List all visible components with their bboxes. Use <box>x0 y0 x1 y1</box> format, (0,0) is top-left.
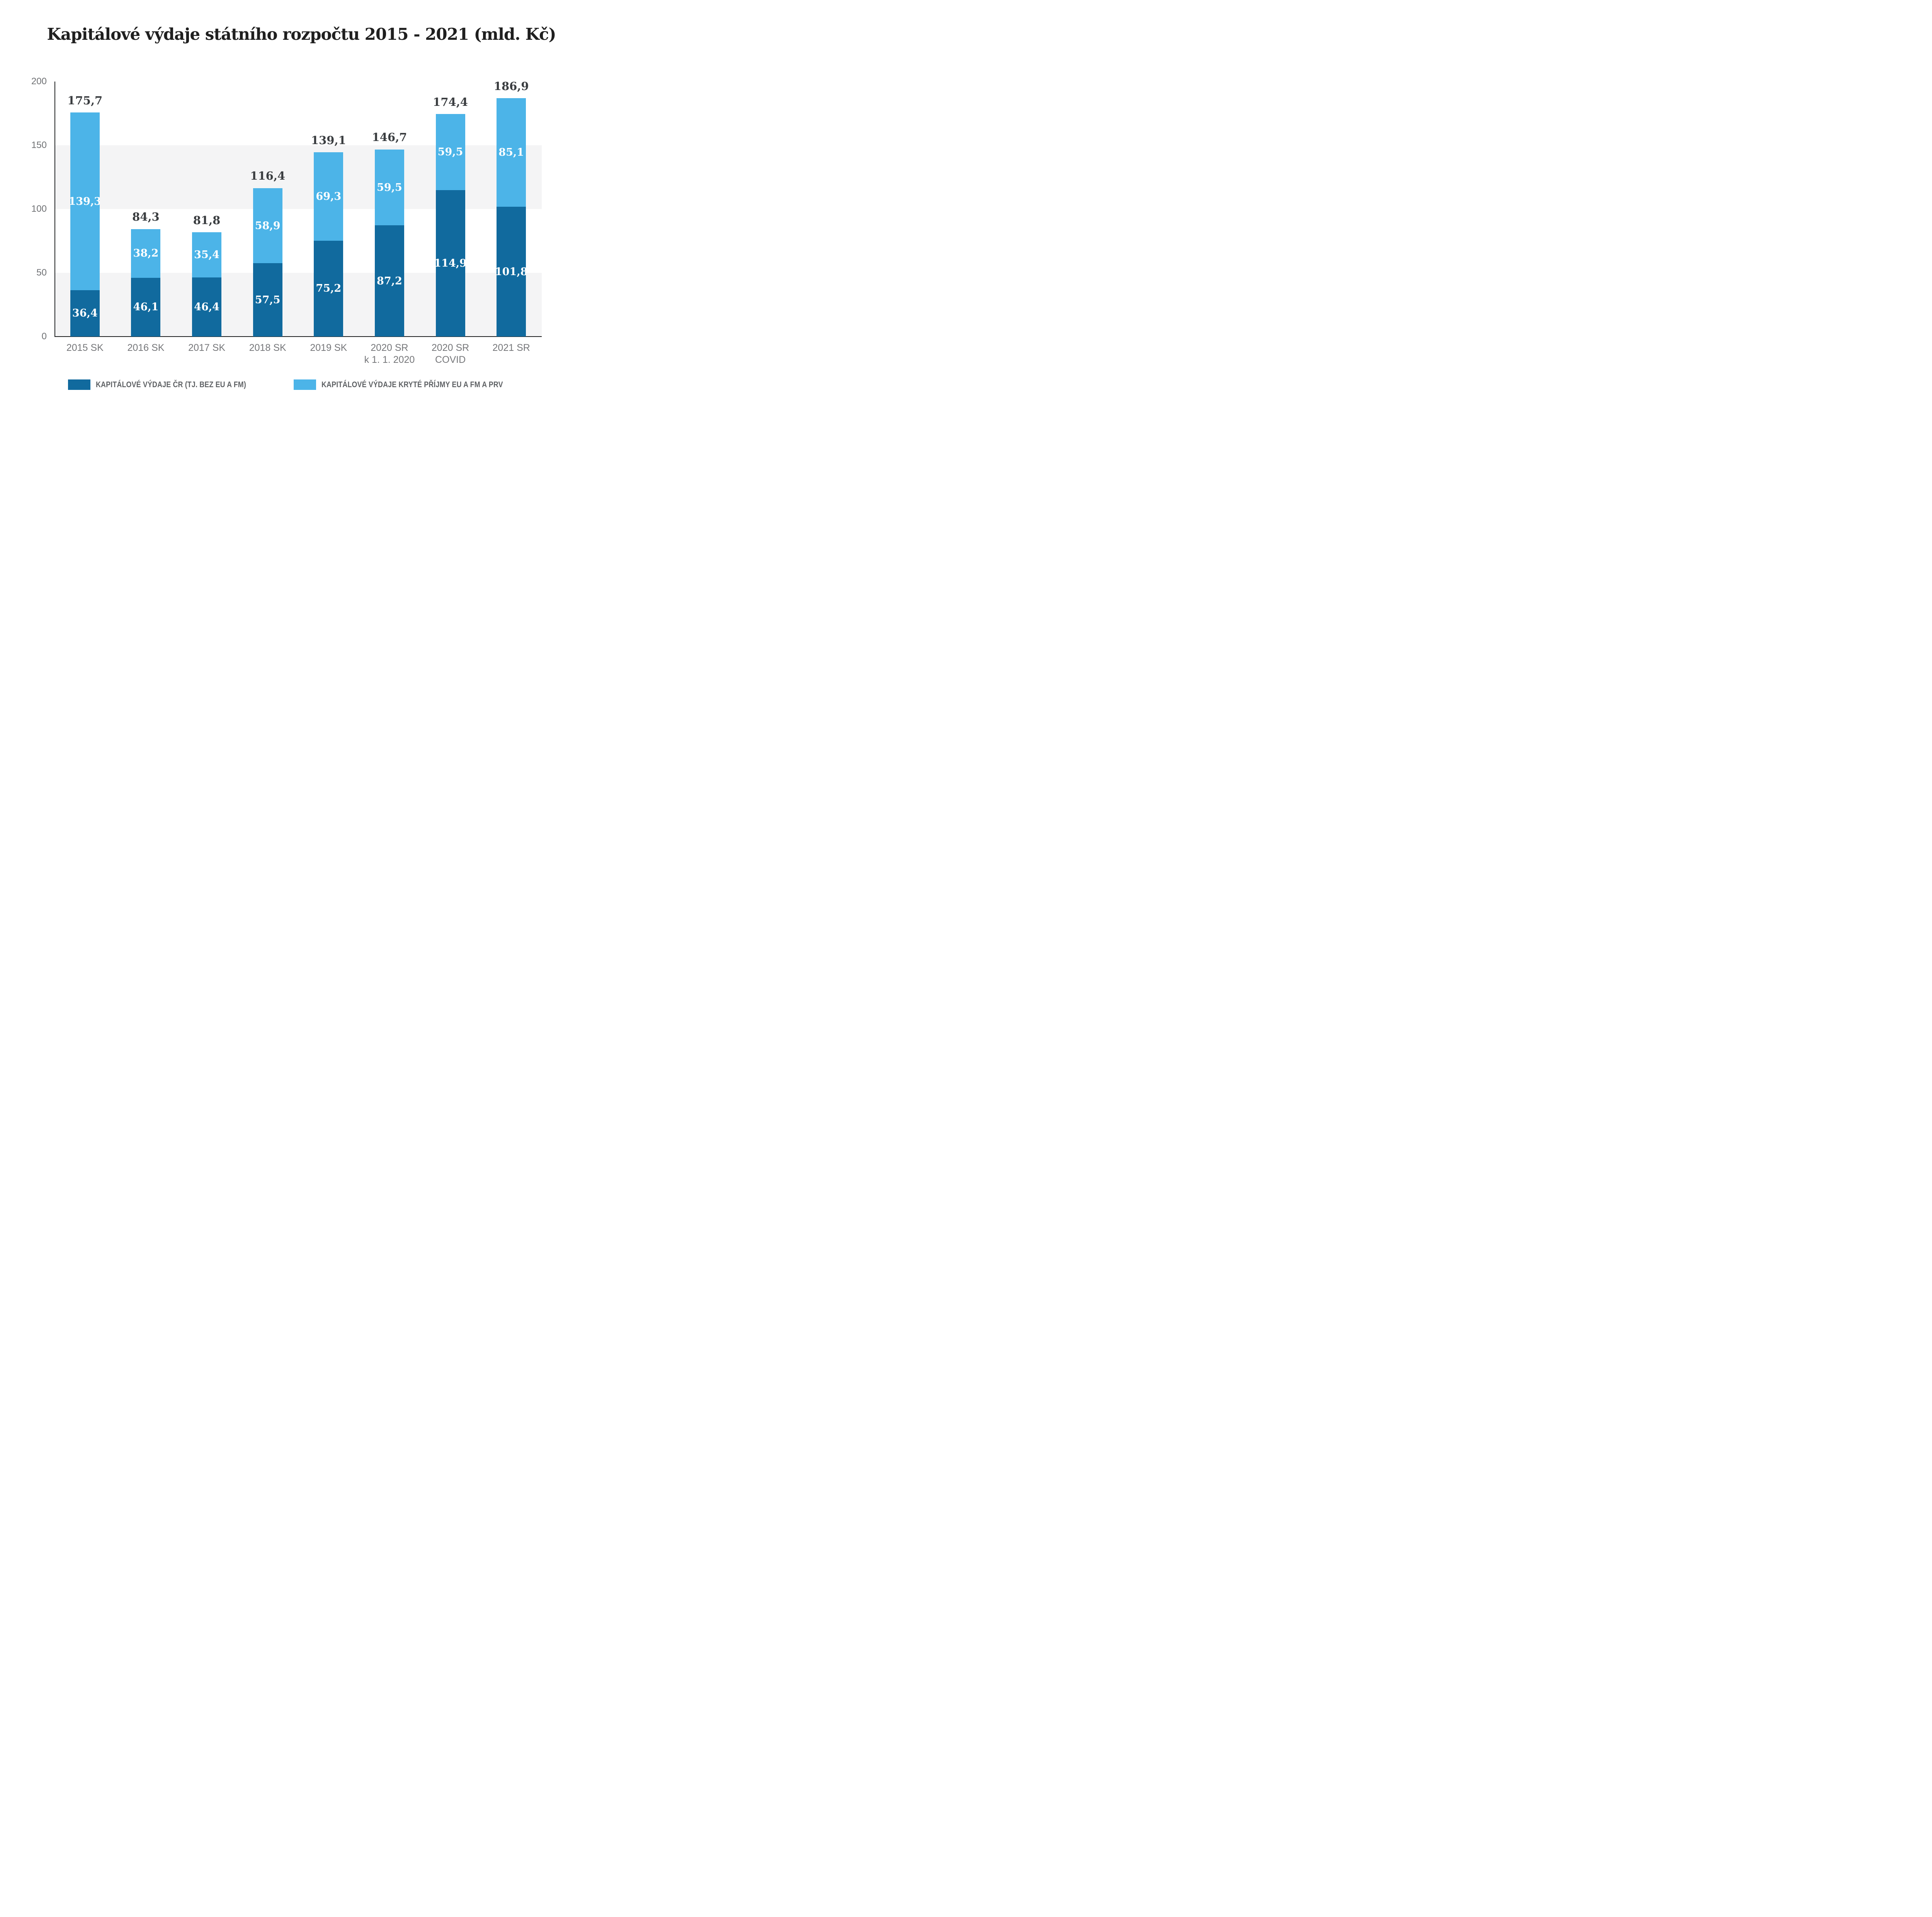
x-axis-category-label-line: 2016 SK <box>127 342 165 353</box>
bar-segment-cr: 75,2 <box>314 240 344 337</box>
chart-infographic: Kapitálové výdaje státního rozpočtu 2015… <box>0 0 603 426</box>
x-axis-category-label: 2015 SK <box>54 342 116 354</box>
bar-segment-eu-fm: 85,1 <box>497 98 526 207</box>
y-axis-tick-label: 100 <box>31 204 47 214</box>
bar-total-label: 174,4 <box>433 95 468 109</box>
bar-total-label: 81,8 <box>193 213 221 227</box>
bar-total-label: 139,1 <box>311 133 346 147</box>
bar-value-label-cr: 46,1 <box>133 301 159 313</box>
bar-value-label-eu-fm: 59,5 <box>377 181 402 194</box>
bar-value-label-eu-fm: 85,1 <box>498 146 524 159</box>
plot-area: 175,7 139,3 36,4 84,3 38,2 46,1 81,8 35,4 46,4 11… <box>54 80 542 337</box>
legend-label: KAPITÁLOVÉ VÝDAJE ČR (TJ. BEZ EU A FM) <box>95 380 246 389</box>
bar-segment-eu-fm: 139,3 <box>70 112 100 290</box>
y-axis-tick-label: 50 <box>36 267 47 278</box>
bar-segment-eu-fm: 69,3 <box>314 152 344 241</box>
bar-value-label-cr: 46,4 <box>194 301 219 313</box>
bar-value-label-cr: 87,2 <box>377 275 402 287</box>
legend-swatch-light-blue <box>293 379 316 390</box>
bar-segment-cr: 114,9 <box>435 190 465 337</box>
bar-value-label-eu-fm: 59,5 <box>437 146 463 158</box>
bar-total-label: 84,3 <box>132 210 160 224</box>
bar-segment-eu-fm: 59,5 <box>374 149 404 226</box>
y-axis-tick-label: 150 <box>31 140 47 150</box>
x-axis-category-label: 2019 SK <box>298 342 359 354</box>
bar-value-label-eu-fm: 38,2 <box>133 247 159 260</box>
bar-value-label-cr: 36,4 <box>72 307 98 320</box>
y-axis-tick-label: 0 <box>41 331 47 342</box>
bar-group: 146,7 59,5 87,2 <box>372 131 407 337</box>
bar-total-label: 146,7 <box>372 131 407 144</box>
x-axis-category-label-line: 2021 SR <box>492 342 530 353</box>
bar-segment-cr: 57,5 <box>253 263 282 337</box>
bar-value-label-cr: 114,9 <box>435 257 465 269</box>
x-axis-category-label: 2018 SK <box>237 342 298 354</box>
bar-group: 174,4 59,5 114,9 <box>433 96 468 337</box>
x-axis-category-label-line: 2019 SK <box>310 342 347 353</box>
legend-label: KAPITÁLOVÉ VÝDAJE KRYTÉ PŘÍJMY EU A FM A… <box>321 380 503 389</box>
chart-title: Kapitálové výdaje státního rozpočtu 2015… <box>47 25 556 44</box>
x-axis-category-label: 2017 SK <box>176 342 237 354</box>
bar-value-label-cr: 101,8 <box>497 265 526 278</box>
legend-item: KAPITÁLOVÉ VÝDAJE KRYTÉ PŘÍJMY EU A FM A… <box>293 379 535 390</box>
y-axis-tick-label: 200 <box>31 76 47 87</box>
x-axis-line <box>54 336 542 337</box>
x-axis-category-label: 2020 SR k 1. 1. 2020 <box>359 342 420 366</box>
bar-value-label-cr: 75,2 <box>316 282 342 295</box>
grid-band-50-0 <box>54 273 542 337</box>
bar-value-label-eu-fm: 139,3 <box>70 195 100 208</box>
x-axis-category-label-line: 2018 SK <box>249 342 286 353</box>
bar-value-label-eu-fm: 58,9 <box>255 219 281 232</box>
x-axis-category-label: 2020 SR COVID <box>420 342 481 366</box>
x-axis-category-label-line: 2020 SR <box>431 342 469 353</box>
x-axis-category-label-line: COVID <box>435 354 466 365</box>
bar-group: 139,1 69,3 75,2 <box>311 134 346 337</box>
bar-value-label-eu-fm: 35,4 <box>194 248 219 261</box>
bar-segment-eu-fm: 59,5 <box>435 114 465 190</box>
bar-segment-cr: 46,1 <box>131 277 161 337</box>
x-axis-category-label-line: 2020 SR <box>371 342 408 353</box>
bar-total-label: 116,4 <box>250 169 286 183</box>
legend: KAPITÁLOVÉ VÝDAJE ČR (TJ. BEZ EU A FM) KA… <box>0 379 603 390</box>
bar-segment-eu-fm: 58,9 <box>253 188 282 264</box>
bar-value-label-cr: 57,5 <box>255 294 281 306</box>
legend-swatch-dark-blue <box>68 379 90 390</box>
x-axis-category-label: 2016 SK <box>116 342 177 354</box>
y-axis-line <box>54 82 55 337</box>
bar-segment-cr: 36,4 <box>70 290 100 337</box>
x-axis-category-label: 2021 SR <box>481 342 542 354</box>
x-axis-category-label-line: k 1. 1. 2020 <box>364 354 415 365</box>
bar-group: 186,9 85,1 101,8 <box>494 80 529 337</box>
bar-segment-cr: 87,2 <box>374 225 404 337</box>
bar-total-label: 175,7 <box>67 94 103 107</box>
bar-group: 116,4 58,9 57,5 <box>250 170 285 337</box>
bar-group: 175,7 139,3 36,4 <box>67 94 102 337</box>
legend-item: KAPITÁLOVÉ VÝDAJE ČR (TJ. BEZ EU A FM) <box>68 379 273 390</box>
bar-group: 84,3 38,2 46,1 <box>131 211 161 337</box>
bar-segment-eu-fm: 35,4 <box>192 232 222 277</box>
bar-value-label-eu-fm: 69,3 <box>316 191 342 202</box>
x-axis-category-label-line: 2017 SK <box>188 342 226 353</box>
bar-group: 81,8 35,4 46,4 <box>192 214 222 337</box>
bar-segment-cr: 101,8 <box>497 207 526 337</box>
x-axis-category-label-line: 2015 SK <box>66 342 104 353</box>
bar-segment-cr: 46,4 <box>192 277 222 337</box>
bar-segment-eu-fm: 38,2 <box>131 229 161 278</box>
bar-total-label: 186,9 <box>493 79 529 93</box>
